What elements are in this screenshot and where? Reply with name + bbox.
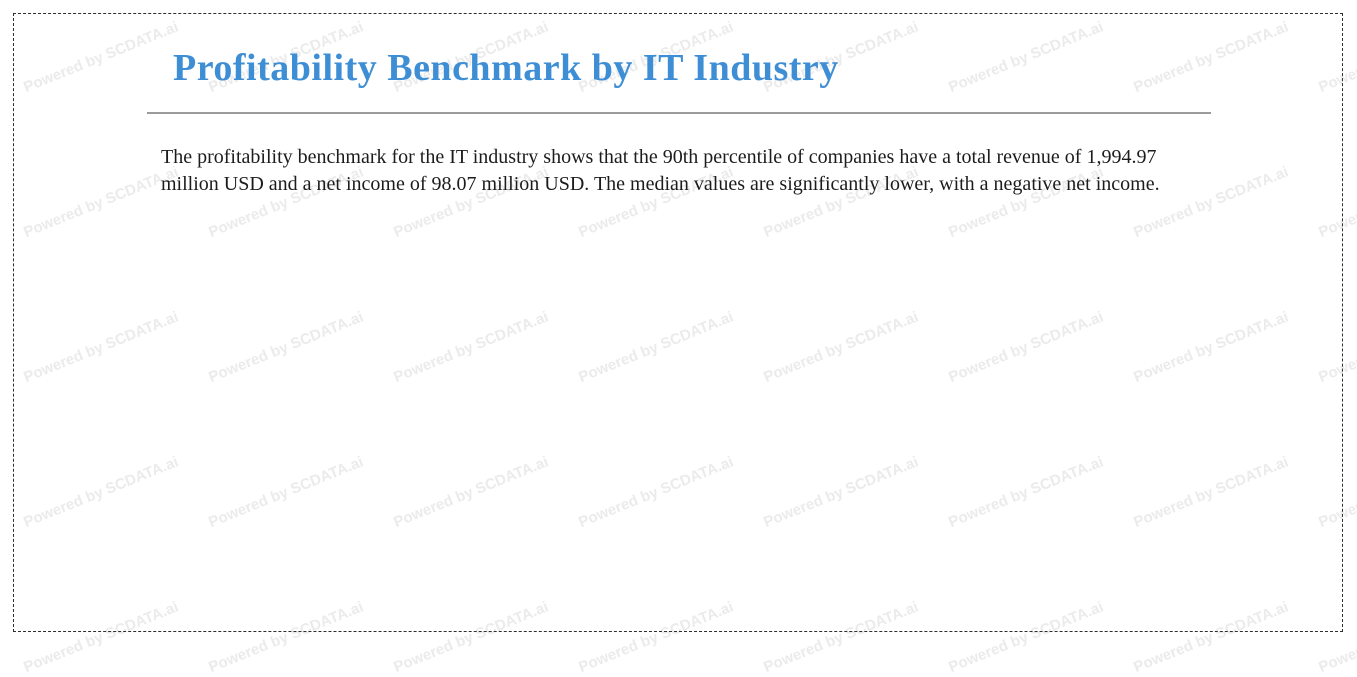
report-page-frame: Profitability Benchmark by IT Industry T… bbox=[13, 13, 1343, 632]
report-summary-text: The profitability benchmark for the IT i… bbox=[161, 146, 1160, 195]
screenshot-root: { "report": { "title": "Profitability Be… bbox=[13, 13, 1357, 677]
title-divider bbox=[147, 112, 1211, 114]
page-title: Profitability Benchmark by IT Industry bbox=[173, 47, 839, 89]
